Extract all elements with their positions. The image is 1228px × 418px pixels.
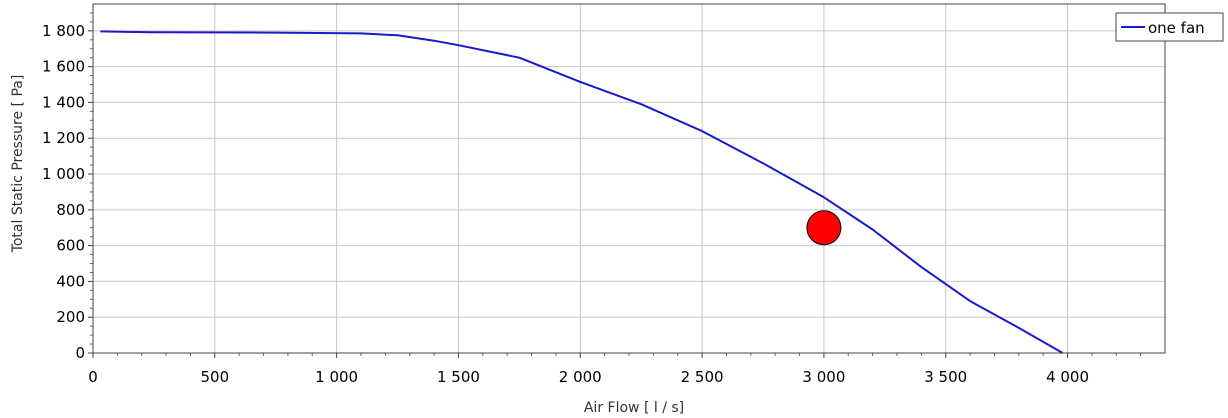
legend-label-one-fan: one fan xyxy=(1148,19,1205,37)
y-axis-title: Total Static Pressure [ Pa] xyxy=(10,75,26,254)
x-tick-label: 3 500 xyxy=(924,368,967,386)
plot-area-border xyxy=(92,3,1166,354)
x-tick-label: 3 000 xyxy=(802,368,845,386)
x-axis-ticks: 0 500 1 000 1 500 2 000 2 500 3 000 3 500 4 000 xyxy=(88,353,1142,386)
y-tick-label: 1 200 xyxy=(42,129,85,147)
operating-point xyxy=(806,210,842,246)
y-tick-label: 1 000 xyxy=(42,165,85,183)
x-tick-label: 1 000 xyxy=(315,368,358,386)
y-tick-label: 1 400 xyxy=(42,93,85,111)
y-tick-label: 1 600 xyxy=(42,58,85,76)
y-tick-label: 400 xyxy=(56,272,85,290)
y-axis-ticks: 0 200 400 600 800 1 000 1 200 1 400 1 600 1 800 xyxy=(42,12,93,362)
point-layer xyxy=(806,210,842,246)
grid xyxy=(93,4,1165,353)
y-tick-label: 0 xyxy=(75,344,85,362)
series-layer xyxy=(100,30,1064,354)
y-tick-label: 600 xyxy=(56,237,85,255)
x-axis-title: Air Flow [ l / s] xyxy=(584,400,684,416)
legend: one fan xyxy=(1115,12,1224,42)
x-tick-label: 500 xyxy=(200,368,229,386)
x-tick-label: 1 500 xyxy=(437,368,480,386)
y-tick-label: 200 xyxy=(56,308,85,326)
y-tick-label: 1 800 xyxy=(42,22,85,40)
series-line-one-fan xyxy=(100,30,1064,354)
x-tick-label: 0 xyxy=(88,368,98,386)
x-tick-label: 2 000 xyxy=(559,368,602,386)
y-tick-label: 800 xyxy=(56,201,85,219)
x-tick-label: 2 500 xyxy=(681,368,724,386)
x-tick-label: 4 000 xyxy=(1046,368,1089,386)
